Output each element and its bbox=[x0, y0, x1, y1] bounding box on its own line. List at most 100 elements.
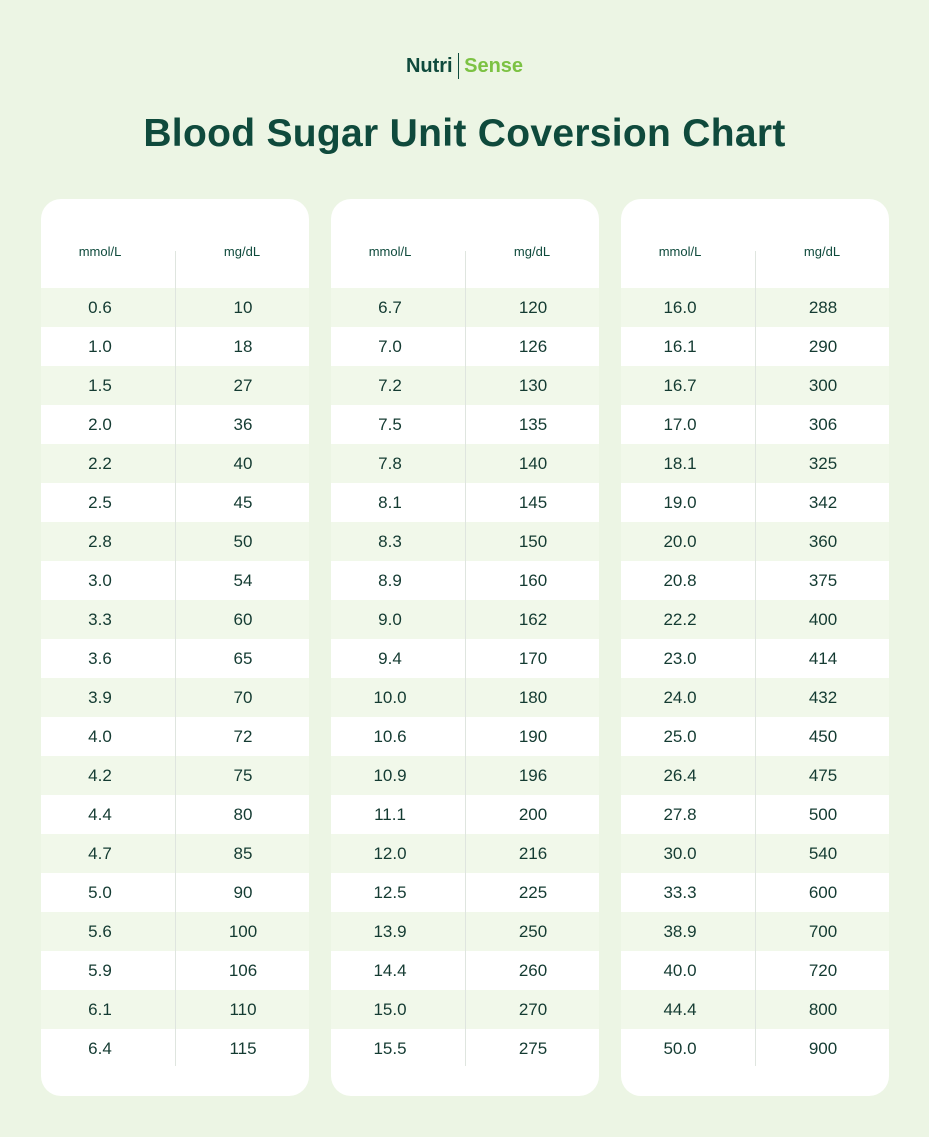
cell-mgdl: 288 bbox=[808, 297, 838, 317]
cell-mmol: 4.4 bbox=[88, 804, 112, 824]
header-mmol: mmol/L bbox=[78, 244, 122, 259]
cell-mgdl: 900 bbox=[808, 1038, 838, 1058]
cell-mgdl: 475 bbox=[808, 765, 838, 785]
cell-mgdl: 72 bbox=[233, 726, 253, 746]
table-row: 17.0 306 bbox=[621, 405, 889, 444]
table-row: 19.0 342 bbox=[621, 483, 889, 522]
table-row: 9.4 170 bbox=[331, 639, 599, 678]
cell-mmol: 26.4 bbox=[663, 765, 697, 785]
column-divider bbox=[755, 251, 756, 1066]
cell-mmol: 8.3 bbox=[378, 531, 402, 551]
cell-mgdl: 100 bbox=[228, 921, 258, 941]
cell-mgdl: 342 bbox=[808, 492, 838, 512]
cell-mmol: 7.2 bbox=[378, 375, 402, 395]
cell-mmol: 7.0 bbox=[378, 336, 402, 356]
table-header: mmol/L mg/dL bbox=[41, 244, 309, 264]
cell-mgdl: 325 bbox=[808, 453, 838, 473]
table-row: 5.0 90 bbox=[41, 873, 309, 912]
cell-mgdl: 36 bbox=[233, 414, 253, 434]
cell-mmol: 2.0 bbox=[88, 414, 112, 434]
cell-mmol: 6.4 bbox=[88, 1038, 112, 1058]
brand-name-part1: Nutri bbox=[405, 54, 453, 77]
header-mgdl: mg/dL bbox=[223, 244, 261, 259]
table-row: 7.0 126 bbox=[331, 327, 599, 366]
cell-mgdl: 135 bbox=[518, 414, 548, 434]
cell-mmol: 17.0 bbox=[663, 414, 697, 434]
cell-mmol: 6.7 bbox=[378, 297, 402, 317]
cell-mgdl: 432 bbox=[808, 687, 838, 707]
cell-mmol: 15.5 bbox=[373, 1038, 407, 1058]
cell-mmol: 4.2 bbox=[88, 765, 112, 785]
cell-mgdl: 720 bbox=[808, 960, 838, 980]
cell-mmol: 38.9 bbox=[663, 921, 697, 941]
cell-mmol: 7.5 bbox=[378, 414, 402, 434]
cell-mgdl: 70 bbox=[233, 687, 253, 707]
cell-mgdl: 375 bbox=[808, 570, 838, 590]
cell-mgdl: 170 bbox=[518, 648, 548, 668]
brand-logo: Nutri Sense bbox=[0, 52, 929, 80]
cell-mgdl: 126 bbox=[518, 336, 548, 356]
column-divider bbox=[465, 251, 466, 1066]
table-row: 23.0 414 bbox=[621, 639, 889, 678]
cell-mgdl: 80 bbox=[233, 804, 253, 824]
conversion-table-card: mmol/L mg/dL 0.6 10 1.0 18 1.5 27 2.0 36 2.2 40 2.5 4… bbox=[41, 199, 309, 1096]
cell-mmol: 25.0 bbox=[663, 726, 697, 746]
cell-mgdl: 360 bbox=[808, 531, 838, 551]
cell-mgdl: 196 bbox=[518, 765, 548, 785]
cell-mgdl: 275 bbox=[518, 1038, 548, 1058]
table-row: 8.1 145 bbox=[331, 483, 599, 522]
table-row: 14.4 260 bbox=[331, 951, 599, 990]
cell-mgdl: 145 bbox=[518, 492, 548, 512]
cell-mmol: 0.6 bbox=[88, 297, 112, 317]
cell-mmol: 3.3 bbox=[88, 609, 112, 629]
cell-mgdl: 150 bbox=[518, 531, 548, 551]
table-row: 3.0 54 bbox=[41, 561, 309, 600]
cell-mmol: 9.4 bbox=[378, 648, 402, 668]
table-row: 5.9 106 bbox=[41, 951, 309, 990]
cell-mgdl: 450 bbox=[808, 726, 838, 746]
table-row: 2.5 45 bbox=[41, 483, 309, 522]
cell-mgdl: 160 bbox=[518, 570, 548, 590]
cell-mgdl: 540 bbox=[808, 843, 838, 863]
cell-mgdl: 140 bbox=[518, 453, 548, 473]
cell-mmol: 22.2 bbox=[663, 609, 697, 629]
cell-mgdl: 120 bbox=[518, 297, 548, 317]
table-row: 7.5 135 bbox=[331, 405, 599, 444]
cell-mmol: 19.0 bbox=[663, 492, 697, 512]
cell-mgdl: 27 bbox=[233, 375, 253, 395]
conversion-table-card: mmol/L mg/dL 16.0 288 16.1 290 16.7 300 17.0 306 1… bbox=[621, 199, 889, 1096]
cell-mmol: 6.1 bbox=[88, 999, 112, 1019]
cell-mmol: 7.8 bbox=[378, 453, 402, 473]
cell-mmol: 16.7 bbox=[663, 375, 697, 395]
cell-mgdl: 190 bbox=[518, 726, 548, 746]
cell-mgdl: 54 bbox=[233, 570, 253, 590]
page-title: Blood Sugar Unit Coversion Chart bbox=[143, 112, 786, 155]
table-header: mmol/L mg/dL bbox=[621, 244, 889, 264]
cell-mmol: 3.0 bbox=[88, 570, 112, 590]
cell-mmol: 9.0 bbox=[378, 609, 402, 629]
cell-mmol: 23.0 bbox=[663, 648, 697, 668]
table-row: 1.0 18 bbox=[41, 327, 309, 366]
cell-mmol: 10.0 bbox=[373, 687, 407, 707]
table-row: 2.0 36 bbox=[41, 405, 309, 444]
cell-mmol: 24.0 bbox=[663, 687, 697, 707]
cell-mgdl: 500 bbox=[808, 804, 838, 824]
cell-mmol: 11.1 bbox=[374, 804, 406, 824]
conversion-table-card: mmol/L mg/dL 6.7 120 7.0 126 7.2 130 7.5 135 7.8 14… bbox=[331, 199, 599, 1096]
table-row: 10.6 190 bbox=[331, 717, 599, 756]
table-row: 8.9 160 bbox=[331, 561, 599, 600]
cell-mgdl: 290 bbox=[808, 336, 838, 356]
header-mgdl: mg/dL bbox=[803, 244, 841, 259]
cell-mmol: 30.0 bbox=[663, 843, 697, 863]
cell-mmol: 5.0 bbox=[88, 882, 112, 902]
cell-mgdl: 800 bbox=[808, 999, 838, 1019]
cell-mgdl: 115 bbox=[229, 1038, 257, 1058]
cell-mmol: 18.1 bbox=[663, 453, 697, 473]
header-mmol: mmol/L bbox=[658, 244, 702, 259]
cell-mmol: 8.1 bbox=[378, 492, 402, 512]
cell-mgdl: 250 bbox=[518, 921, 548, 941]
cell-mmol: 5.9 bbox=[88, 960, 112, 980]
table-row: 33.3 600 bbox=[621, 873, 889, 912]
cell-mgdl: 414 bbox=[808, 648, 838, 668]
table-row: 25.0 450 bbox=[621, 717, 889, 756]
